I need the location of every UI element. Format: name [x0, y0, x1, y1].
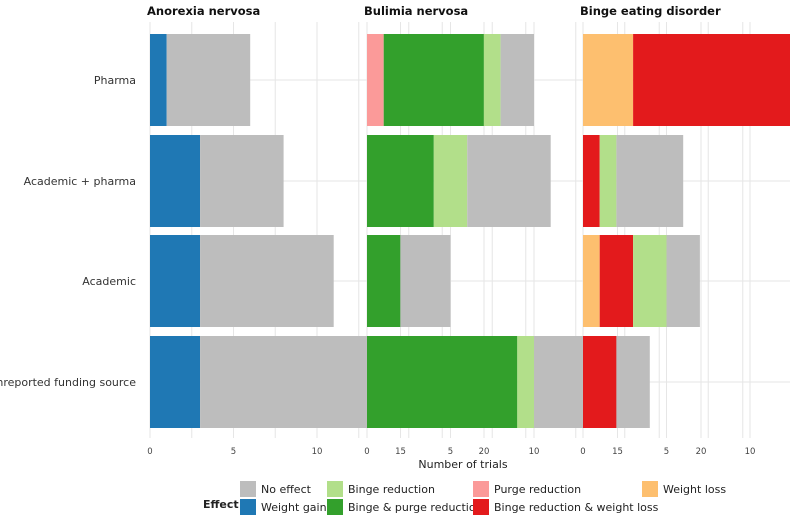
bar-binge-eating-disorder-academic-pharma-no-effect [616, 135, 684, 227]
bar-binge-eating-disorder-academic-pharma-binge-weight-reduction [583, 135, 600, 227]
legend-label-binge-purge-reduction: Binge & purge reduction [348, 501, 483, 514]
category-label-academic-pharma: Academic + pharma [24, 175, 136, 188]
bar-binge-eating-disorder-academic-binge-weight-reduction [599, 235, 634, 327]
bar-binge-eating-disorder-pharma-weight-loss [583, 34, 634, 126]
bar-anorexia-nervosa-unreported-funding-source-no-effect [200, 336, 368, 428]
x-tick-label: 5 [231, 447, 236, 457]
category-label-pharma: Pharma [94, 74, 136, 87]
bar-anorexia-nervosa-academic-no-effect [200, 235, 334, 327]
bar-anorexia-nervosa-academic-weight-gain [150, 235, 201, 327]
x-tick-label: 15 [612, 447, 623, 457]
x-tick-label: 5 [448, 447, 453, 457]
bar-anorexia-nervosa-pharma-weight-gain [150, 34, 167, 126]
bar-binge-eating-disorder-unreported-funding-source-binge-weight-reduction [583, 336, 617, 428]
legend: Effect No effect Weight gain Binge reductio… [203, 481, 726, 515]
legend-label-weight-loss: Weight loss [663, 483, 726, 496]
bar-binge-eating-disorder-academic-binge-reduction [633, 235, 667, 327]
bar-bulimia-nervosa-academic-pharma-no-effect [467, 135, 551, 227]
x-tick-label: 0 [147, 447, 152, 457]
legend-swatch-binge-reduction [327, 481, 343, 497]
x-axis-title: Number of trials [418, 458, 507, 471]
bar-bulimia-nervosa-academic-pharma-binge-reduction [433, 135, 468, 227]
legend-label-weight-gain: Weight gain [261, 501, 327, 514]
legend-label-purge-reduction: Purge reduction [494, 483, 581, 496]
x-tick-label: 0 [364, 447, 369, 457]
bar-bulimia-nervosa-academic-binge-purge-reduction [367, 235, 401, 327]
legend-title: Effect [203, 498, 239, 511]
facet-title-bulimia-nervosa: Bulimia nervosa [364, 4, 468, 18]
x-tick-label: 15 [395, 447, 406, 457]
legend-swatch-binge-purge-reduction [327, 499, 343, 515]
bar-bulimia-nervosa-academic-no-effect [400, 235, 451, 327]
bar-bulimia-nervosa-pharma-purge-reduction [367, 34, 384, 126]
bar-bulimia-nervosa-unreported-funding-source-binge-purge-reduction [367, 336, 518, 428]
x-tick-label: 10 [312, 447, 323, 457]
legend-swatch-no-effect [240, 481, 256, 497]
category-label-academic: Academic [82, 275, 136, 288]
bar-anorexia-nervosa-pharma-no-effect [166, 34, 251, 126]
facet-title-anorexia-nervosa: Anorexia nervosa [147, 4, 260, 18]
legend-swatch-binge-weight-reduction [473, 499, 489, 515]
x-tick-label: 10 [529, 447, 540, 457]
x-tick-label: 20 [479, 447, 490, 457]
bar-bulimia-nervosa-pharma-binge-purge-reduction [383, 34, 484, 126]
x-tick-label: 5 [664, 447, 669, 457]
bar-binge-eating-disorder-unreported-funding-source-no-effect [616, 336, 650, 428]
facet-title-binge-eating-disorder: Binge eating disorder [580, 4, 721, 18]
x-tick-label: 0 [580, 447, 585, 457]
legend-label-binge-reduction: Binge reduction [348, 483, 435, 496]
legend-swatch-purge-reduction [473, 481, 489, 497]
legend-swatch-weight-gain [240, 499, 256, 515]
bar-binge-eating-disorder-academic-pharma-binge-reduction [599, 135, 617, 227]
bar-bulimia-nervosa-pharma-no-effect [500, 34, 534, 126]
legend-swatch-weight-loss [642, 481, 658, 497]
bar-bulimia-nervosa-academic-pharma-binge-purge-reduction [367, 135, 434, 227]
legend-label-binge-weight-reduction: Binge reduction & weight loss [494, 501, 659, 514]
bar-anorexia-nervosa-unreported-funding-source-weight-gain [150, 336, 201, 428]
bar-anorexia-nervosa-academic-pharma-no-effect [200, 135, 284, 227]
legend-label-no-effect: No effect [261, 483, 312, 496]
x-tick-label: 10 [745, 447, 756, 457]
bar-binge-eating-disorder-academic-weight-loss [583, 235, 600, 327]
bar-bulimia-nervosa-unreported-funding-source-binge-reduction [517, 336, 534, 428]
bar-binge-eating-disorder-pharma-binge-weight-reduction [633, 34, 790, 126]
bar-anorexia-nervosa-academic-pharma-weight-gain [150, 135, 201, 227]
bar-bulimia-nervosa-pharma-binge-reduction [483, 34, 501, 126]
x-tick-label: 20 [696, 447, 707, 457]
category-label-unreported-funding-source: Unreported funding source [0, 376, 136, 389]
bar-binge-eating-disorder-academic-no-effect [666, 235, 700, 327]
